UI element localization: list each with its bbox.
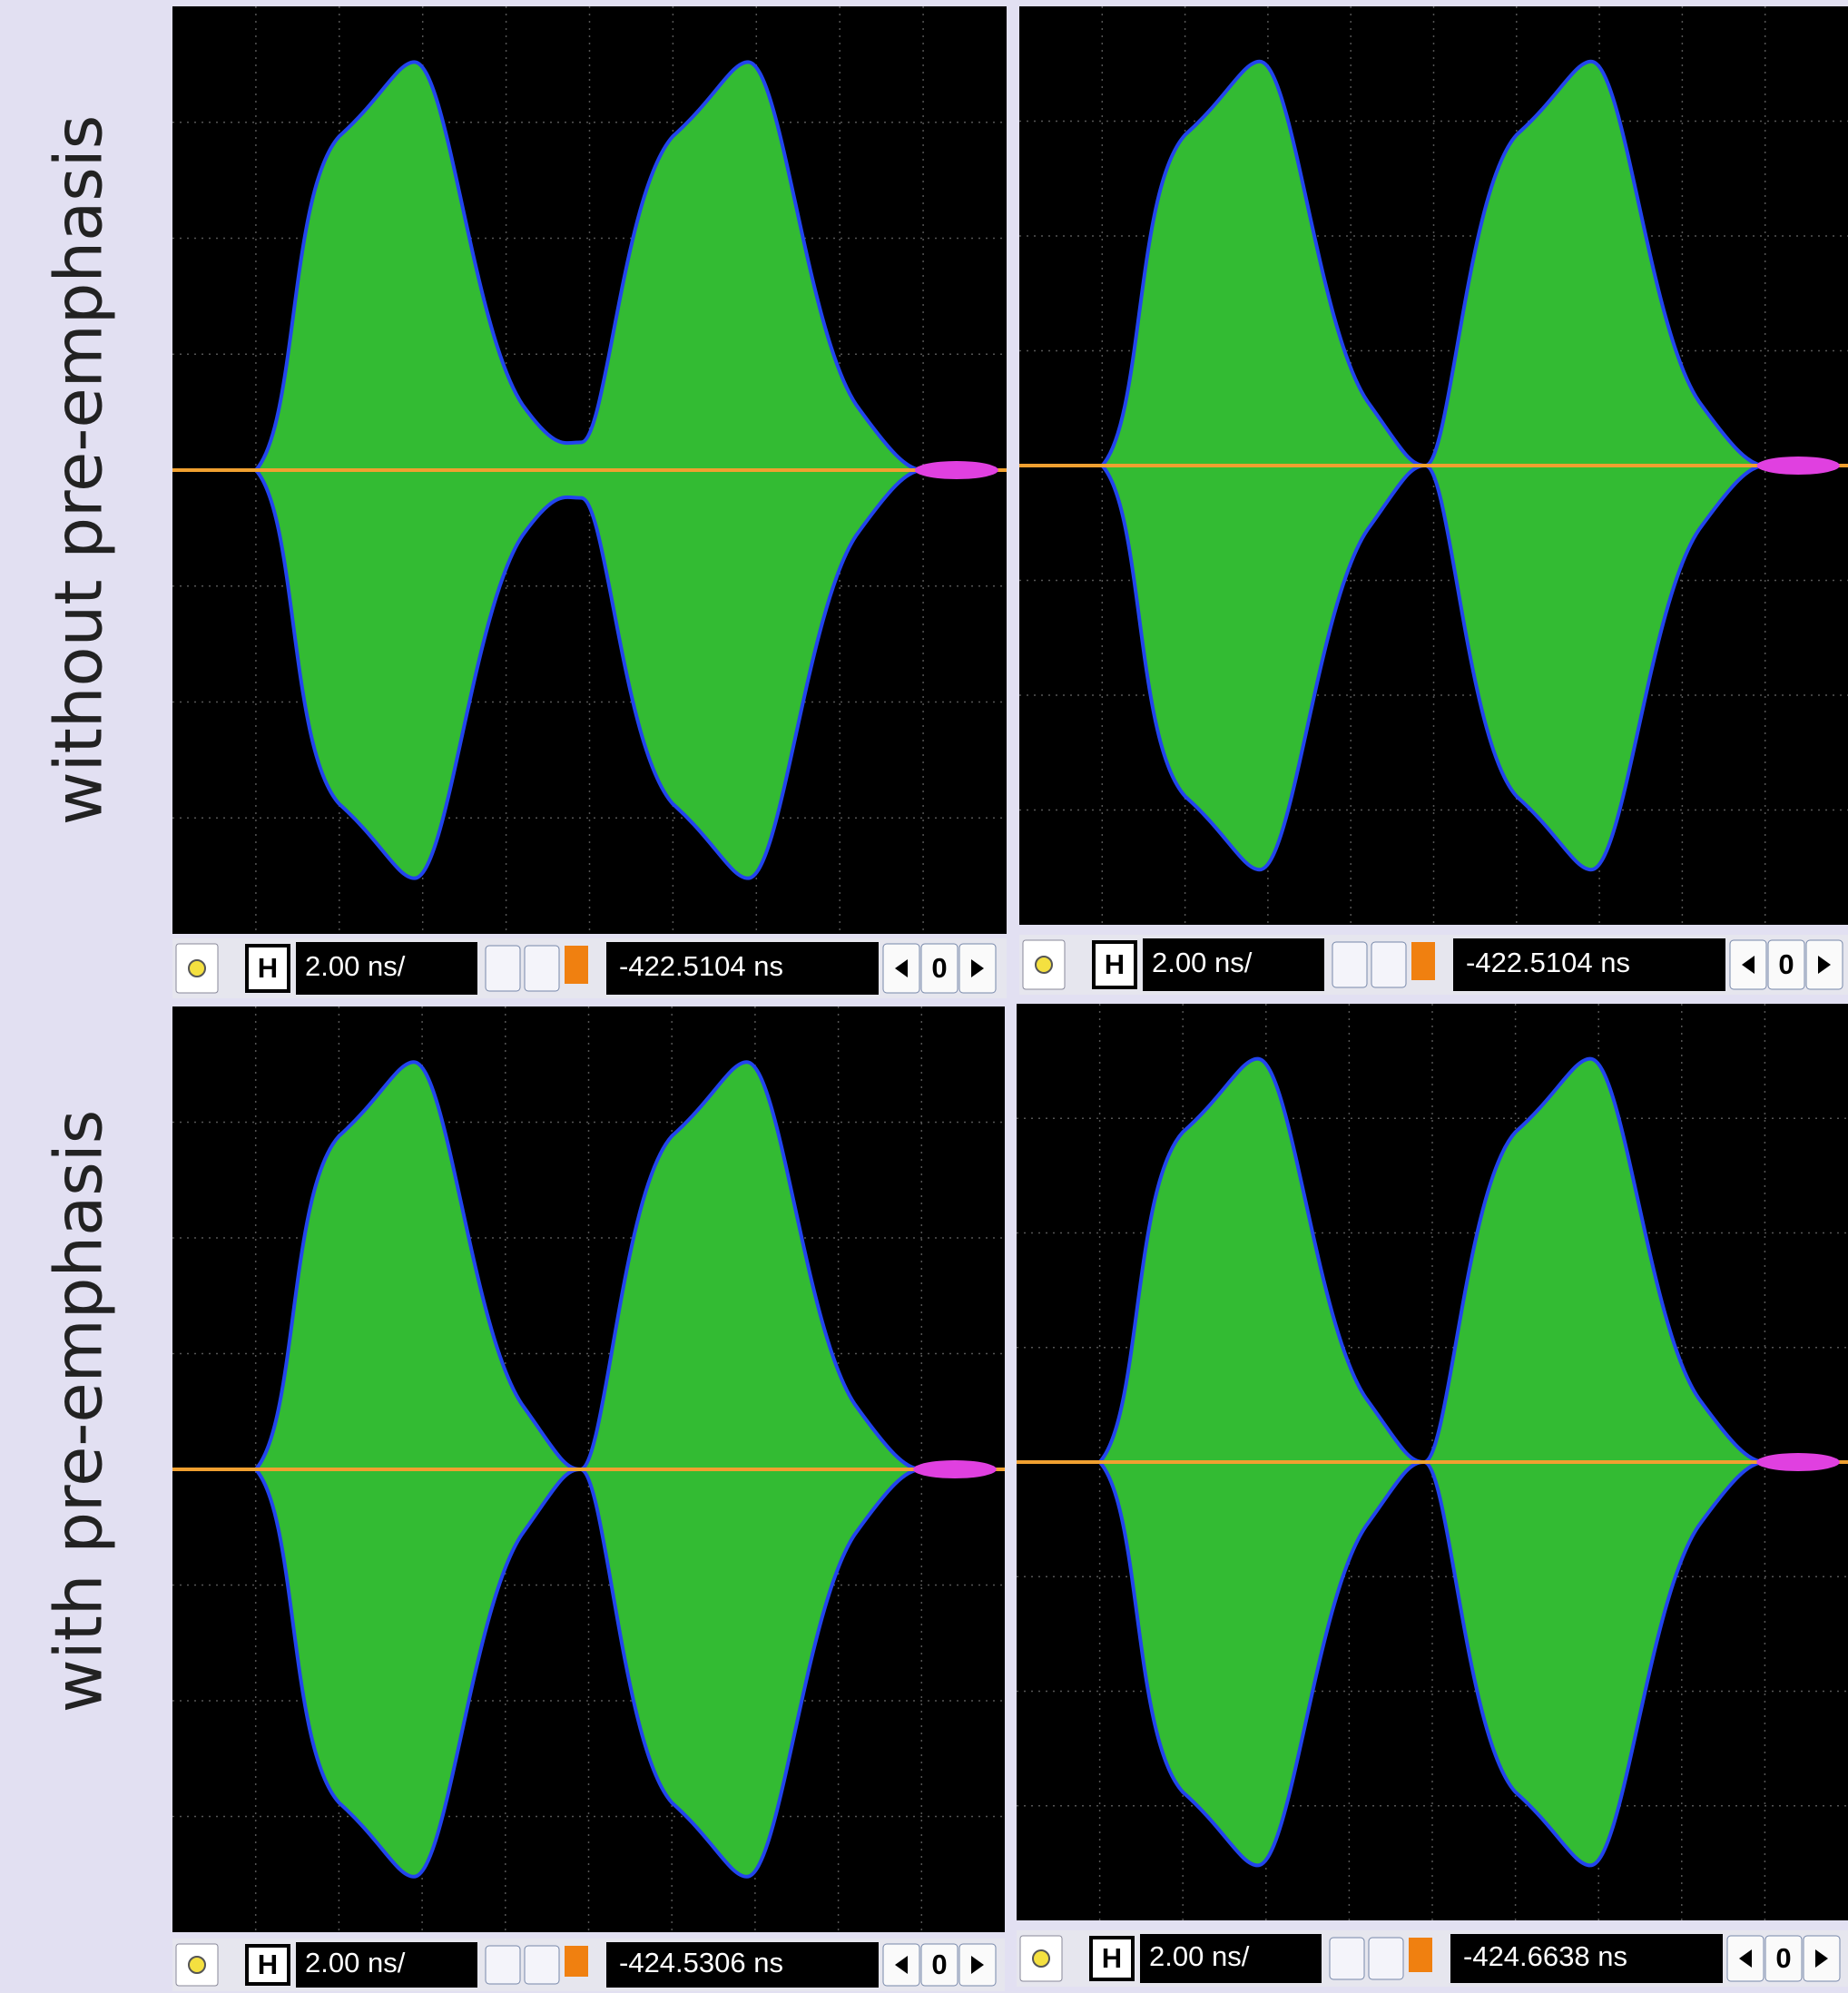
waveform-button[interactable] [486,1946,520,1984]
sun-icon [189,1957,205,1973]
h-button-label: H [258,1949,278,1980]
position-value: -422.5104 ns [619,950,783,982]
position-value: -424.6638 ns [1463,1940,1627,1972]
sun-icon [1033,1950,1049,1967]
trigger-icon [565,1946,588,1977]
signal-tail [1756,1453,1840,1471]
zero-button-label: 0 [1778,948,1794,980]
signal-tail [913,1460,997,1478]
sun-icon [189,960,205,977]
sun-icon [1036,957,1052,973]
h-button-label: H [1105,948,1125,980]
row-label: with pre-emphasis [41,1110,117,1713]
signal-tail [1757,457,1840,475]
scope-panel: H 2.00 ns/ -422.5104 ns 0 [1019,6,1848,995]
row-label: without pre-emphasis [41,115,117,825]
scope-panel: H 2.00 ns/ -424.5306 ns 0 [172,1006,1005,1991]
scope-panel: H 2.00 ns/ -422.5104 ns 0 [172,6,1007,998]
trigger-icon [565,946,588,984]
waveform-button[interactable] [486,946,520,991]
signal-tail [915,461,998,479]
waveform-button[interactable] [1371,942,1406,987]
waveform-button[interactable] [525,946,559,991]
waveform-button[interactable] [525,1946,559,1984]
waveform-button[interactable] [1330,1938,1364,1979]
zero-button-label: 0 [1775,1942,1791,1974]
page: without pre-emphasis with pre-emphasis H… [0,0,1848,1993]
trigger-icon [1409,1938,1432,1972]
screenshot: without pre-emphasis with pre-emphasis H… [0,0,1848,1993]
h-button-label: H [1102,1942,1122,1974]
position-value: -424.5306 ns [619,1947,783,1978]
waveform-button[interactable] [1369,1938,1403,1979]
zero-button-label: 0 [931,952,947,984]
timebase-value: 2.00 ns/ [305,950,406,982]
zero-button-label: 0 [931,1949,947,1980]
timebase-value: 2.00 ns/ [1149,1940,1250,1972]
trigger-icon [1411,942,1435,980]
h-button-label: H [258,952,278,984]
timebase-value: 2.00 ns/ [305,1947,406,1978]
position-value: -422.5104 ns [1466,947,1630,978]
timebase-value: 2.00 ns/ [1152,947,1253,978]
scope-panel: H 2.00 ns/ -424.6638 ns 0 [1017,1004,1848,1987]
waveform-button[interactable] [1332,942,1367,987]
